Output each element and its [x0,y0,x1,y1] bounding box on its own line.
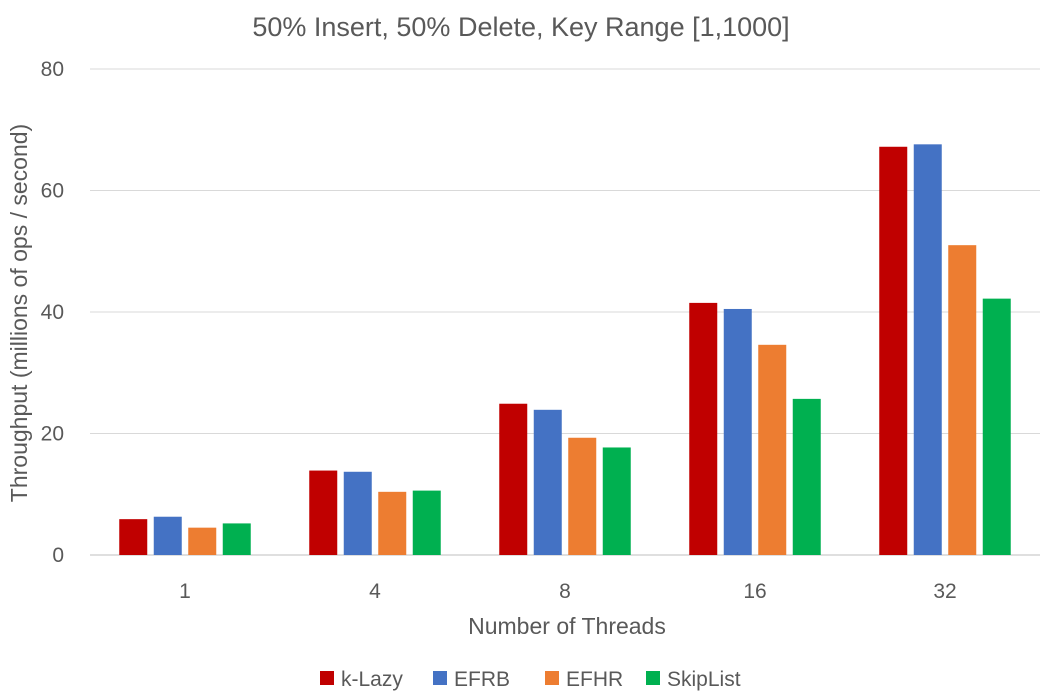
bar-efrb-16 [723,308,752,555]
bar-efrb-32 [913,144,942,555]
x-tick-label: 8 [559,580,571,603]
y-axis-ticks: 0 20 40 60 80 [41,58,64,567]
y-tick-label: 0 [52,544,64,567]
x-axis-title: Number of Threads [468,613,666,639]
x-tick-label: 1 [179,580,191,603]
legend-label-efrb: EFRB [454,668,510,691]
y-axis-title: Throughput (millions of ops / second) [6,124,32,502]
bar-k-lazy-32 [879,146,908,555]
bar-k-lazy-16 [689,302,718,555]
legend-swatch-k-lazy [320,671,334,685]
bar-skiplist-8 [602,447,631,555]
bar-efhr-8 [568,437,597,555]
x-axis-ticks: 1 4 8 16 32 [179,580,957,603]
legend-swatch-skiplist [646,671,660,685]
bar-efhr-32 [948,245,977,556]
bar-efhr-16 [758,344,787,555]
bar-efhr-1 [188,527,217,555]
bar-efrb-4 [343,471,372,555]
bar-k-lazy-4 [309,470,338,555]
bar-k-lazy-8 [499,403,528,555]
bar-skiplist-32 [982,298,1011,555]
x-tick-label: 32 [933,580,956,603]
bar-skiplist-4 [412,490,441,555]
bar-skiplist-16 [792,398,821,555]
legend-label-skiplist: SkipList [667,668,741,691]
bar-efhr-4 [378,491,407,555]
chart-title: 50% Insert, 50% Delete, Key Range [1,100… [252,12,789,42]
y-tick-label: 80 [41,58,64,81]
y-tick-label: 40 [41,301,64,324]
bars [119,144,1011,556]
legend-label-efhr: EFHR [566,668,623,691]
y-tick-label: 60 [41,180,64,203]
bar-efrb-1 [153,516,182,555]
legend-swatch-efhr [545,671,559,685]
bar-k-lazy-1 [119,519,148,555]
y-tick-label: 20 [41,423,64,446]
bar-skiplist-1 [222,523,251,555]
x-tick-label: 16 [743,580,766,603]
x-tick-label: 4 [369,580,381,603]
legend-label-k-lazy: k-Lazy [341,668,403,691]
bar-efrb-8 [533,409,562,555]
legend-swatch-efrb [433,671,447,685]
legend: k-Lazy EFRB EFHR SkipList [320,668,741,691]
